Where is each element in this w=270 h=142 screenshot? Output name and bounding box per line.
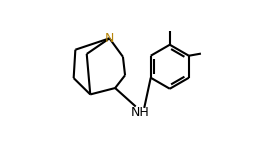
Text: NH: NH — [131, 106, 149, 119]
Text: N: N — [105, 32, 114, 45]
